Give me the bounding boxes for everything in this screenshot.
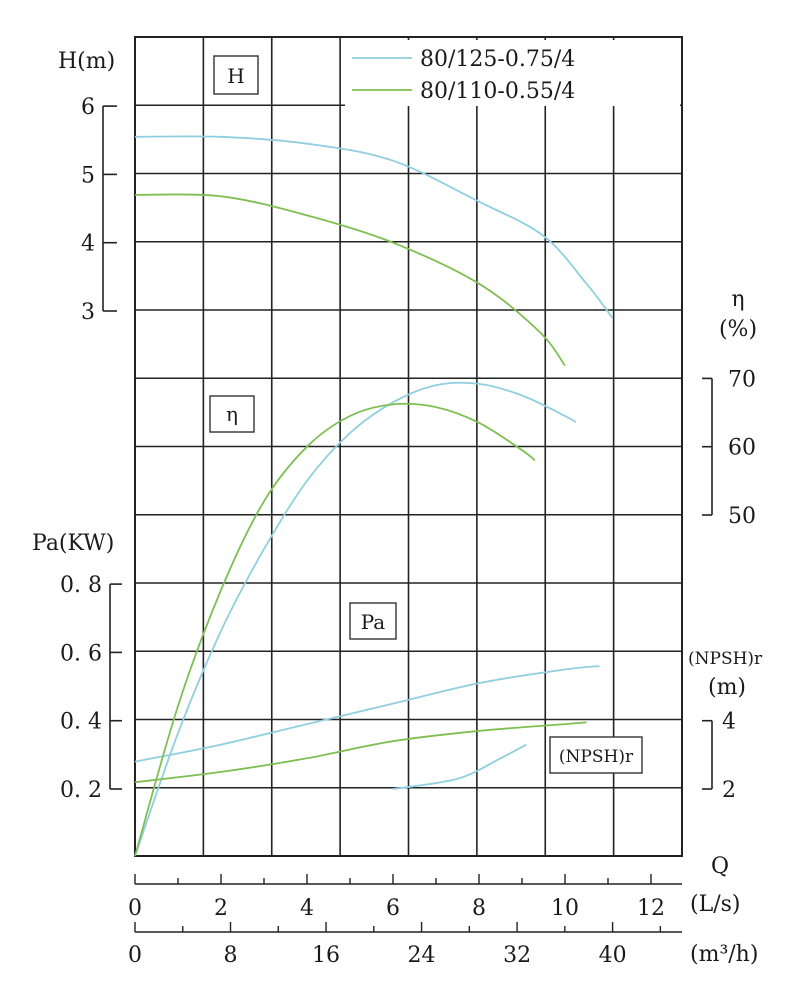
box-label-Pa: Pa [349,602,397,640]
tick-label-Q-ls: 8 [472,896,486,921]
tick-label-eta: 70 [728,367,756,392]
tick-label-Q-m3h: 8 [224,943,238,968]
tick-label-H: 4 [81,232,95,257]
tick-label-Pa: 0. 4 [60,710,102,735]
axis-label-Q: Q [711,854,729,879]
tick-label-Q-ls: 12 [637,896,665,921]
tick-label-npsh: 4 [722,710,736,735]
axis-label-eta-unit: (%) [719,317,757,342]
tick-label-Q-m3h: 40 [599,943,627,968]
axis-label-npsh-unit: (m) [708,675,746,700]
axis-unit-Q-ls: (L/s) [690,892,740,917]
axis-label-npsh: (NPSH)r [688,649,763,669]
tick-label-Q-ls: 0 [128,896,142,921]
tick-label-Q-m3h: 16 [312,943,340,968]
curve-npsh-series-1 [392,743,527,790]
curve-eta-series-1 [134,381,577,857]
curve-Pa-series-2 [134,721,587,784]
curves [134,135,614,857]
legend: 80/125-0.75/4 80/110-0.55/4 [345,40,680,106]
tick-label-Q-m3h: 0 [128,943,142,968]
tick-label-eta: 60 [728,436,756,461]
box-label-npsh-frame [549,736,643,774]
box-label-H: H [213,55,259,95]
tick-label-Q-m3h: 32 [503,943,531,968]
tick-label-Pa: 0. 2 [60,778,102,803]
box-label-eta-text: η [226,402,238,426]
tick-label-H: 6 [81,95,95,120]
tick-label-H: 3 [81,300,95,325]
box-label-npsh: (NPSH)r [549,736,643,774]
axis-label-H: H(m) [58,49,115,74]
box-label-eta-frame [209,395,255,433]
legend-label-series-2: 80/110-0.55/4 [420,79,575,104]
curve-H-series-1 [134,135,614,319]
box-label-H-frame [213,55,259,95]
axis-label-Pa: Pa(KW) [32,531,114,556]
curve-H-series-2 [134,193,566,367]
box-label-npsh-text: (NPSH)r [559,747,634,767]
tick-label-Q-ls: 2 [214,896,228,921]
box-label-H-text: H [227,64,244,88]
box-label-Pa-frame [349,602,397,640]
tick-label-Q-ls: 4 [300,896,314,921]
chart-grid [134,36,683,857]
tick-label-eta: 50 [728,504,756,529]
box-label-eta: η [209,395,255,433]
curve-eta-series-2 [134,402,536,857]
box-label-Pa-text: Pa [361,610,386,634]
tick-label-npsh: 2 [722,778,736,803]
legend-label-series-1: 80/125-0.75/4 [420,47,575,72]
tick-label-Pa: 0. 6 [60,641,102,666]
axis-label-eta-symbol: η [731,287,744,312]
tick-label-Pa: 0. 8 [60,573,102,598]
tick-label-H: 5 [81,163,95,188]
tick-label-Q-m3h: 24 [408,943,436,968]
tick-label-Q-ls: 10 [551,896,579,921]
curve-Pa-series-1 [134,665,600,763]
tick-label-Q-ls: 6 [386,896,400,921]
legend-background [345,40,680,106]
axis-unit-Q-m3h: (m³/h) [690,942,758,967]
